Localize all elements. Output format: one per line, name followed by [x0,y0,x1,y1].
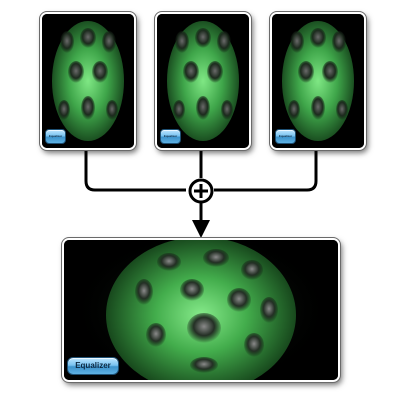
plus-circle-icon [188,178,214,204]
equalizer-button[interactable]: Equalizer [275,129,296,144]
molecule-render-image [272,14,364,148]
equalizer-button[interactable]: Equalizer [45,129,66,144]
connector-left [84,146,186,192]
output-render-card: Equalizer [62,238,340,382]
arrow-head-icon [192,220,210,238]
connector-right [214,146,318,192]
molecule-render-image [64,240,338,380]
input-render-card-3: Equalizer [270,12,366,150]
equalizer-button[interactable]: Equalizer [67,357,119,375]
equalizer-button[interactable]: Equalizer [160,129,181,144]
molecule-render-image [157,14,249,148]
molecule-render-image [42,14,134,148]
input-render-card-2: Equalizer [155,12,251,150]
input-render-card-1: Equalizer [40,12,136,150]
